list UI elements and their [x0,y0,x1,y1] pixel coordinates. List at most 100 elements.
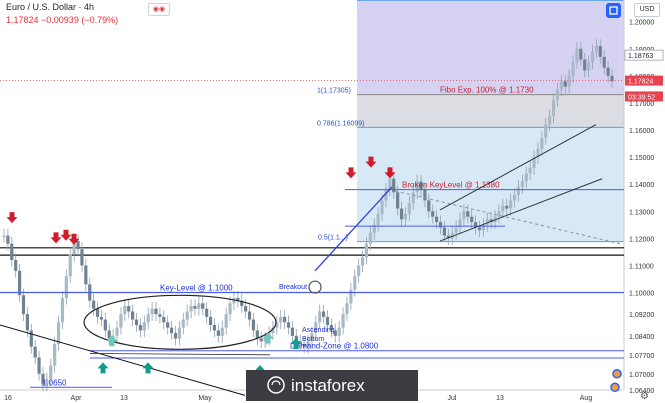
candle-body [275,322,279,328]
candle-body [333,330,337,336]
fullscreen-icon[interactable] [606,3,621,18]
candle-body [84,265,88,285]
range-ellipse [83,294,277,350]
x-tick-label: 13 [120,395,128,402]
candle-body [520,181,524,187]
candle-body [594,46,599,52]
event-marker-icon[interactable] [612,369,622,379]
event-marker-icon[interactable] [610,382,620,393]
candle-body [68,254,72,277]
candle-body [290,327,295,336]
candle-body [396,192,400,209]
candle-body [247,311,252,320]
candle-body [236,297,240,301]
candle-body [142,322,146,331]
candle-body [450,232,454,239]
candle-body [575,48,579,63]
candle-body [423,189,427,201]
candle-body [442,227,447,236]
candle-body [45,379,49,385]
candle-body [590,51,595,63]
candle-body [119,314,123,328]
breakout-trendline [314,186,393,272]
breakout-label: Breakout [279,284,307,291]
candle-body [251,319,256,331]
fib-zone-upper [357,0,624,95]
y-tick-label: 1.14000 [629,182,654,189]
candle-body [376,213,380,225]
settings-gear-icon[interactable]: ⚙ [640,391,649,402]
candle-body [220,327,224,336]
candle-body [259,338,263,342]
candle-body [419,181,423,190]
fib-level-label: 0.786(1.16099) [317,120,364,127]
watermark-box [246,370,418,401]
candle-body [76,241,80,250]
ascending-bottom-label-2: Bottom [302,336,324,343]
watermark-logo-icon [267,376,285,394]
candle-body [64,276,68,298]
candle-body [602,56,606,68]
sell-arrow-icon [365,156,377,168]
candle-body [388,178,392,190]
price-change-readout: 1.17824 −0.00939 (−0.79%) [6,15,119,25]
y-tick-label: 1.07700 [629,353,654,360]
price-tag-box [625,75,663,86]
candle-body [427,200,431,212]
breakout-circle [308,280,322,294]
dotted-trendline [394,190,621,245]
candle-body [181,319,185,328]
currency-selector[interactable]: USD [634,3,660,17]
candle-body [364,243,369,258]
candle-body [384,189,388,201]
candle-body [505,205,509,209]
candle-body [169,327,174,334]
candle-body [606,67,610,76]
candle-body [559,81,563,90]
fib-zone-middle [357,94,624,128]
candle-body [329,325,333,331]
candle-body [154,308,158,315]
watermark-text: instaforex [291,376,365,395]
candle-body [72,241,76,255]
candle-body [360,257,365,266]
x-tick-label: 16 [4,395,12,402]
candle-body [555,89,560,101]
candle-body [392,178,396,193]
price-tag-box [625,91,663,102]
candle-body [2,235,6,238]
candle-body [131,311,135,320]
candle-body [454,227,458,233]
y-tick-label: 1.13000 [629,209,654,216]
y-tick-label: 1.20000 [629,20,654,27]
price-tag-label: 1.17824 [628,79,653,86]
sell-arrow-icon [384,167,396,179]
indicator-toggle-icon[interactable]: ◉◉ [148,3,170,16]
candle-body [567,75,571,87]
candle-body [446,235,450,239]
y-tick-label: 1.12000 [629,236,654,243]
candle-body [528,167,532,174]
buy-arrow-icon [262,332,274,344]
candle-body [134,319,139,325]
low-level-label: 1.0650 [42,378,67,387]
candle-body [99,316,104,320]
candle-body [321,311,326,317]
candle-body [524,173,528,182]
candle-body [146,314,150,323]
candle-body [435,216,439,223]
buy-arrow-icon [97,362,109,374]
broken-key-level-label: Broken KeyLevel @ 1.1380 [402,181,500,190]
candle-body [92,300,96,309]
candle-body [509,200,513,209]
candle-body [224,314,228,328]
candle-body [205,308,209,317]
buy-arrow-icon [106,335,118,347]
buy-arrow-icon [290,337,302,349]
buy-arrow-icon [142,362,154,374]
candle-body [583,59,587,71]
x-tick-label: May [198,395,212,402]
candle-body [103,319,107,331]
candle-body [579,48,583,60]
